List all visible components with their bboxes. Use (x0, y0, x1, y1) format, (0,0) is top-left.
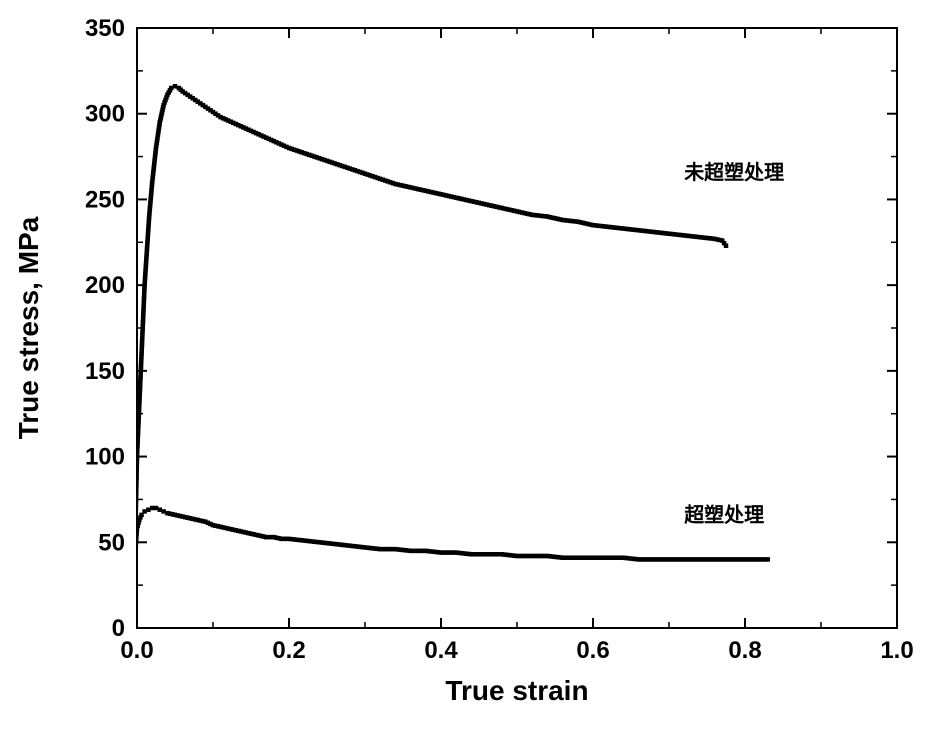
y-tick-label: 300 (85, 101, 125, 128)
plot-border (137, 28, 897, 628)
x-tick-label: 0.0 (120, 637, 153, 664)
y-tick-label: 50 (98, 529, 125, 556)
stress-strain-chart: 0.0 0.2 0.4 0.6 0.8 1.0 0 50 100 150 200 250 300 350 T… (0, 0, 952, 736)
x-tick-label: 0.8 (728, 637, 761, 664)
x-tick-label: 0.2 (272, 637, 305, 664)
chart-svg: 0.0 0.2 0.4 0.6 0.8 1.0 0 50 100 150 200 250 300 350 T… (0, 0, 952, 736)
y-tick-label: 250 (85, 186, 125, 213)
y-tick-label: 350 (85, 15, 125, 42)
series-b (129, 506, 770, 631)
y-tick-label: 100 (85, 444, 125, 471)
series-a (131, 84, 728, 630)
y-tick-label: 200 (85, 272, 125, 299)
x-tick-label: 0.6 (576, 637, 609, 664)
x-tick-label: 1.0 (880, 637, 913, 664)
y-tick-label: 0 (112, 615, 125, 642)
y-axis-label: True stress, MPa (13, 216, 44, 439)
x-tick-label: 0.4 (424, 637, 458, 664)
series-a-label: 未超塑处理 (684, 160, 784, 184)
series-b-label: 超塑处理 (683, 503, 764, 527)
y-tick-label: 150 (85, 358, 125, 385)
x-axis-label: True strain (445, 675, 588, 706)
